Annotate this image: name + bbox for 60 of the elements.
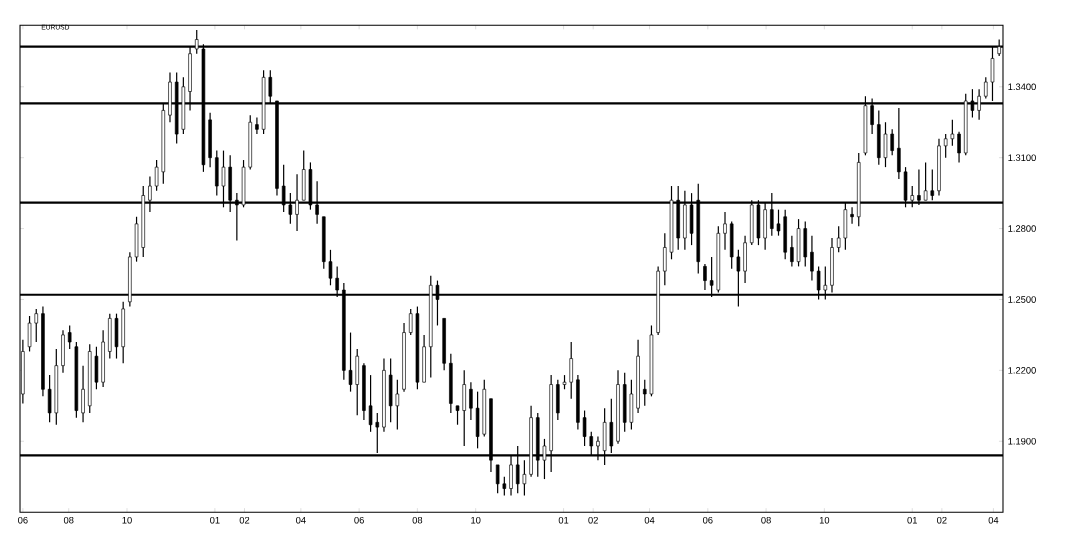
x-tick-label: 02 [937,516,947,524]
candlestick [502,476,507,497]
candlestick [495,464,500,494]
candlestick [81,364,85,423]
candlestick [27,315,32,352]
candlestick [348,331,353,393]
x-tick-label: 04 [644,516,655,524]
candlestick [957,131,961,163]
x-tick-label: 06 [354,516,364,524]
candlestick [328,249,333,286]
candlestick [790,234,794,267]
x-tick-label: 01 [907,516,917,524]
candlestick [569,341,573,400]
x-tick-label: 08 [761,516,771,524]
candlestick [943,133,948,159]
y-tick-label: 1.3100 [1008,154,1036,161]
x-tick-label: 10 [819,516,830,524]
candlestick [67,324,72,350]
candlestick [663,232,667,286]
candlestick [776,208,781,237]
x-tick-label: 04 [988,516,999,524]
x-tick-label: 01 [210,516,220,524]
x-tick-label: 06 [18,516,28,524]
candlestick [34,308,39,343]
candlestick [930,168,935,201]
candlestick [368,374,373,433]
candlestick [642,379,647,407]
candlestick [703,263,707,291]
y-tick-label: 1.1900 [1008,437,1036,445]
candlestick [850,206,854,225]
x-tick-label: 01 [558,516,569,524]
x-tick-label: 04 [296,516,306,524]
x-tick-label: 08 [63,516,74,524]
candlestick [723,211,727,251]
candlestick [582,409,587,447]
y-tick-label: 1.2200 [1008,367,1036,374]
y-tick-label: 1.2500 [1008,296,1036,303]
x-tick-label: 10 [471,516,481,524]
candlestick [950,119,955,147]
candlestick [154,159,159,192]
candlestick [408,308,413,336]
candlestick [47,374,52,423]
x-tick-label: 02 [239,516,250,524]
x-tick-label: 10 [122,516,132,524]
x-tick-label: 08 [412,516,423,524]
candlestick [469,381,473,421]
y-tick-label: 1.3400 [1008,83,1036,90]
x-tick-label: 06 [702,516,713,524]
candlestick [455,405,460,426]
candlestick [255,116,259,135]
candlestick [395,379,400,430]
candlestick [810,234,814,282]
candlestick [836,225,841,253]
candlestick [984,76,988,100]
candlestick [897,107,901,180]
y-tick-label: 1.2800 [1008,225,1036,232]
candlestick [883,121,888,168]
candlestick [890,128,894,156]
candlestick [522,459,527,497]
x-tick-label: 02 [588,516,598,524]
